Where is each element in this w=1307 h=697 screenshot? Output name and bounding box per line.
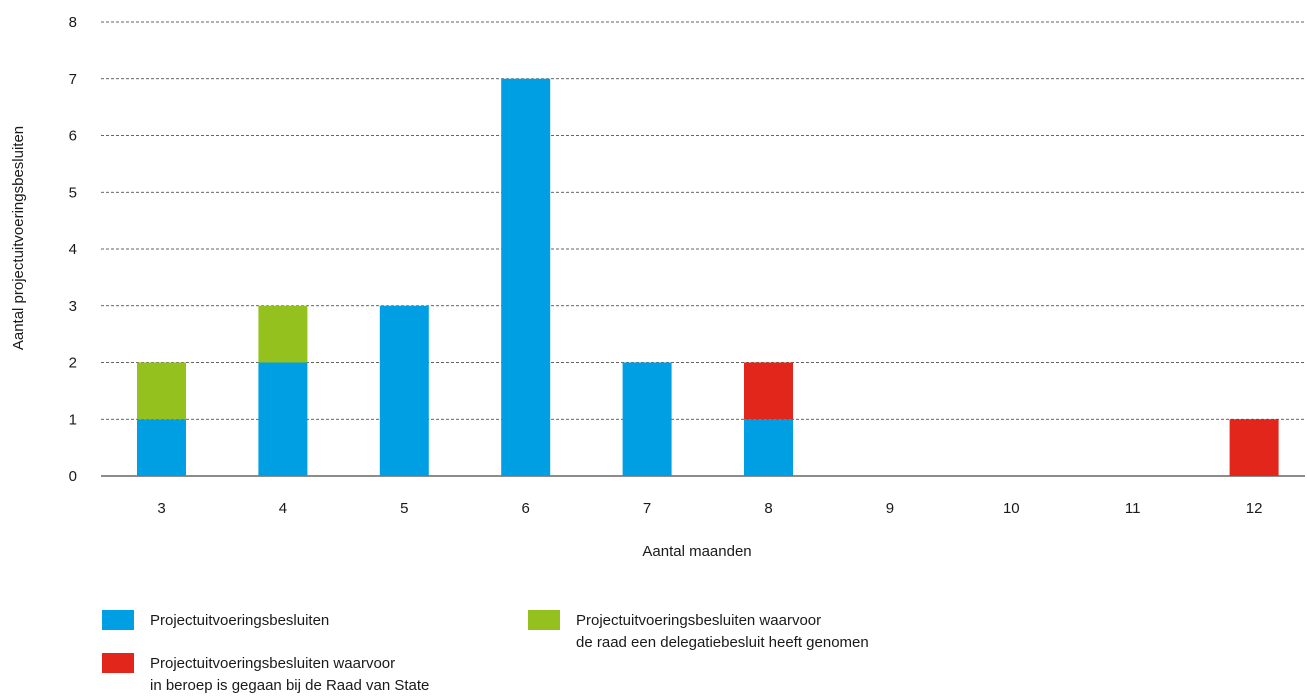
y-axis-title: Aantal projectuitvoeringsbesluiten (10, 126, 27, 350)
x-tick-label: 4 (279, 500, 287, 517)
bar-6-series-0 (501, 78, 551, 476)
y-tick-label: 1 (69, 411, 77, 428)
bar-4-series-1 (258, 305, 308, 363)
y-tick-label: 2 (69, 355, 77, 372)
y-tick-label: 3 (69, 298, 77, 315)
x-tick-label: 12 (1246, 500, 1263, 517)
x-tick-label: 8 (764, 500, 772, 517)
y-tick-labels: 0 1 2 3 4 5 6 7 8 (69, 14, 77, 485)
y-tick-label: 8 (69, 14, 77, 31)
x-tick-label: 9 (886, 500, 894, 517)
bar-5-series-0 (379, 305, 429, 476)
bar-12-series-2 (1229, 419, 1279, 476)
y-tick-label: 5 (69, 184, 77, 201)
x-tick-labels: 3 4 5 6 7 8 9 10 11 12 (157, 500, 1262, 517)
y-tick-label: 0 (69, 468, 77, 485)
x-tick-label: 3 (157, 500, 165, 517)
bar-7-series-0 (622, 362, 672, 476)
bar-8-series-0 (744, 419, 793, 476)
y-tick-label: 6 (69, 128, 77, 145)
bar-4-series-0 (258, 362, 308, 476)
x-tick-label: 7 (643, 500, 651, 517)
bar-3-series-0 (137, 419, 186, 476)
y-tick-label: 7 (69, 71, 77, 88)
x-tick-label: 10 (1003, 500, 1020, 517)
x-axis-title: Aantal maanden (642, 543, 751, 560)
bar-8-series-2 (744, 362, 793, 420)
bar-3-series-1 (137, 362, 186, 420)
bars (137, 78, 1279, 476)
y-tick-label: 4 (69, 241, 77, 258)
x-tick-label: 5 (400, 500, 408, 517)
x-tick-label: 6 (522, 500, 530, 517)
x-tick-label: 11 (1125, 500, 1141, 517)
